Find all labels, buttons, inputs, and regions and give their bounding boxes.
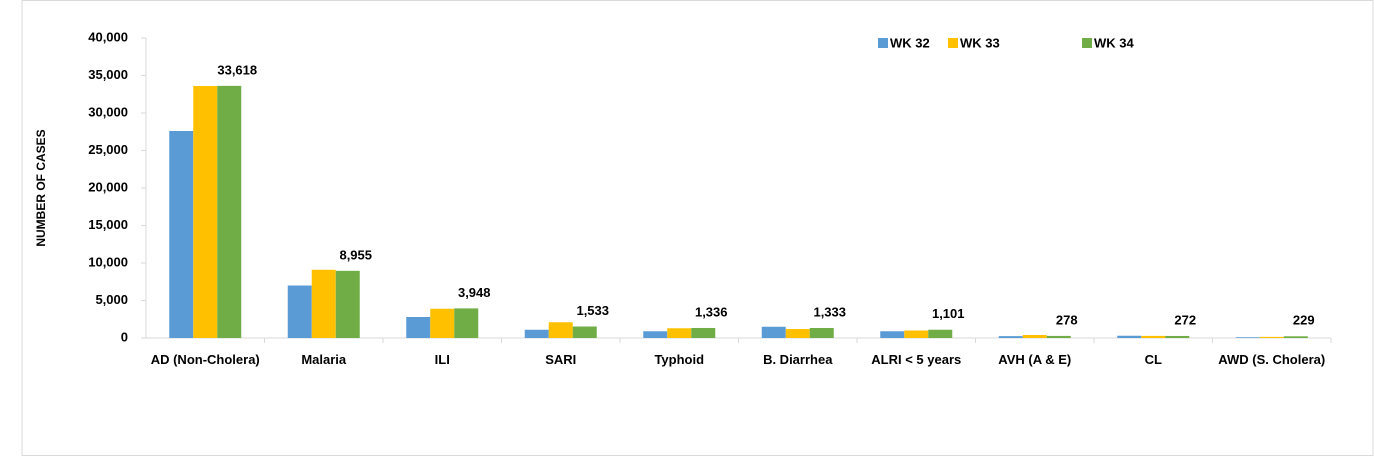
- bar: [1259, 336, 1284, 338]
- bar: [1022, 335, 1047, 338]
- bar: [1141, 335, 1166, 338]
- bar: [287, 285, 312, 338]
- bar: [335, 270, 360, 338]
- bar: [217, 85, 242, 339]
- x-tick-label: AWD (S. Cholera): [1218, 352, 1326, 367]
- data-label: 8,955: [339, 247, 372, 262]
- bar: [904, 330, 929, 338]
- data-label: 1,533: [576, 303, 609, 318]
- y-tick-label: 25,000: [88, 142, 128, 157]
- bar: [928, 329, 953, 338]
- bar: [1046, 335, 1071, 338]
- y-tick-label: 30,000: [88, 104, 128, 119]
- bar: [572, 326, 597, 338]
- y-axis-label: NUMBER OF CASES: [34, 129, 48, 246]
- legend-swatch: [878, 38, 888, 48]
- bar: [430, 308, 455, 338]
- x-tick-label: ALRI < 5 years: [871, 352, 962, 367]
- y-tick-label: 0: [121, 329, 128, 344]
- bar: [761, 326, 786, 338]
- bar: [548, 322, 573, 338]
- bar: [454, 308, 479, 338]
- bar: [1235, 337, 1260, 338]
- data-label: 33,618: [217, 62, 257, 77]
- chart-border: [21, 0, 1374, 456]
- bar: [1165, 335, 1190, 338]
- y-tick-label: 35,000: [88, 67, 128, 82]
- bar: [880, 331, 905, 338]
- bar: [809, 328, 834, 338]
- bar: [406, 317, 431, 338]
- data-label: 272: [1174, 312, 1196, 327]
- x-tick-label: Typhoid: [654, 352, 705, 367]
- y-tick-label: 20,000: [88, 179, 128, 194]
- x-tick-label: B. Diarrhea: [763, 352, 833, 367]
- bar: [193, 86, 218, 338]
- bar: [524, 329, 549, 338]
- x-tick-label: AD (Non-Cholera): [150, 352, 260, 367]
- data-label: 278: [1056, 312, 1078, 327]
- bar: [998, 336, 1023, 338]
- y-tick-label: 40,000: [88, 29, 128, 44]
- x-tick-label: Malaria: [301, 352, 347, 367]
- legend-swatch: [1082, 38, 1092, 48]
- bar: [667, 328, 692, 338]
- bar: [311, 269, 336, 338]
- data-label: 229: [1293, 313, 1315, 328]
- bar: [691, 327, 716, 338]
- bar: [643, 331, 668, 338]
- x-tick-label: AVH (A & E): [998, 352, 1072, 367]
- y-tick-label: 15,000: [88, 217, 128, 232]
- legend-label: WK 33: [960, 35, 1000, 50]
- data-label: 1,333: [813, 304, 846, 319]
- y-tick-label: 10,000: [88, 254, 128, 269]
- x-tick-label: SARI: [545, 352, 577, 367]
- bar: [1117, 335, 1142, 338]
- data-label: 1,336: [695, 304, 728, 319]
- legend-label: WK 34: [1094, 35, 1135, 50]
- data-label: 1,101: [932, 306, 965, 321]
- bar: [169, 131, 194, 338]
- bar: [1283, 336, 1308, 338]
- y-tick-label: 5,000: [95, 292, 128, 307]
- bar: [785, 329, 810, 338]
- legend-swatch: [948, 38, 958, 48]
- data-label: 3,948: [458, 285, 491, 300]
- x-tick-label: ILI: [434, 352, 450, 367]
- x-tick-label: CL: [1144, 352, 1162, 367]
- legend-label: WK 32: [890, 35, 930, 50]
